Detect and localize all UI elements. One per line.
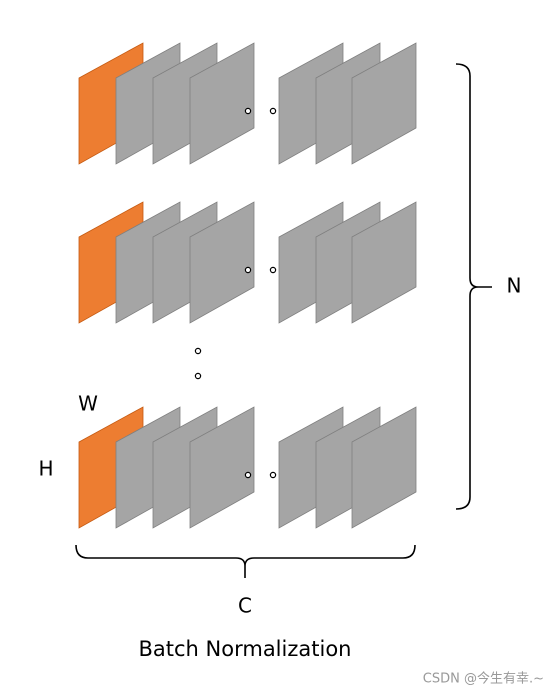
feature-maps: [78, 42, 417, 529]
dot: [269, 266, 277, 274]
gray-sheet: [351, 42, 417, 165]
dot: [244, 266, 252, 274]
dot: [244, 107, 252, 115]
ellipsis-dots: [194, 107, 277, 479]
h-label: H: [38, 457, 53, 481]
title: Batch Normalization: [139, 637, 352, 661]
dot: [244, 471, 252, 479]
gray-sheet: [189, 201, 255, 324]
c-label: C: [238, 594, 252, 618]
dot: [269, 471, 277, 479]
gray-sheet: [351, 201, 417, 324]
gray-sheet: [189, 406, 255, 529]
dot: [194, 347, 202, 355]
n-label: N: [507, 274, 522, 298]
gray-sheet: [189, 42, 255, 165]
c-brace: [75, 544, 416, 578]
w-label: W: [78, 392, 98, 416]
dot: [269, 107, 277, 115]
n-brace: [455, 63, 492, 510]
gray-sheet: [351, 406, 417, 529]
watermark: CSDN @今生有幸.~: [423, 671, 544, 687]
dot: [194, 372, 202, 380]
